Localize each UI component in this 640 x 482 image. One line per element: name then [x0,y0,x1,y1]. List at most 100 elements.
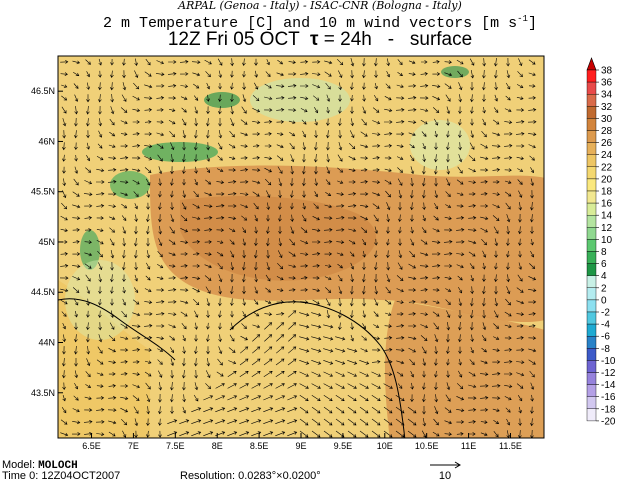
wind-vector [194,178,198,186]
wind-vector [145,178,151,186]
wind-vector [446,142,450,151]
wind-vector [86,82,91,90]
wind-vector [240,168,249,172]
wind-vector [120,192,129,197]
wind-vector [493,420,500,424]
wind-vector [218,346,223,355]
wind-vector [457,70,463,78]
wind-vector [84,180,93,185]
wind-vector [470,322,474,331]
wind-vector [230,273,234,283]
wind-vector [469,263,475,270]
wind-vector [528,312,536,316]
wind-vector [146,238,150,247]
wind-vector [302,153,306,163]
mild-zone-1 [250,78,350,122]
wind-vector [493,107,499,114]
wind-vector [504,180,512,184]
lon-label: 8E [212,441,223,451]
wind-vector [74,345,78,355]
wind-vector [241,215,248,221]
wind-vector [480,192,488,196]
wind-vector [206,94,210,102]
colorbar-swatch [586,106,597,119]
wind-vector [254,261,258,271]
wind-vector [98,286,102,295]
wind-vector [386,202,391,211]
wind-vector [326,310,331,319]
colorbar-swatch [586,214,597,228]
wind-vector [337,154,343,162]
wind-vector [397,72,403,77]
wind-vector [299,430,309,438]
wind-vector [167,72,177,76]
wind-vector [146,418,150,427]
wind-vector [360,131,368,137]
wind-vector [362,94,366,102]
wind-vector [458,94,463,103]
colorbar-swatch [586,130,597,143]
wind-vector [313,95,320,101]
lon-label: 11E [461,441,476,451]
wind-vector [528,84,536,88]
wind-vector [133,406,139,414]
wind-vector [86,358,91,367]
wind-vector [517,168,524,172]
wind-vector [470,286,474,295]
wind-vector [432,300,440,305]
wind-vector [182,406,187,414]
wind-vector [422,358,427,367]
wind-vector [350,106,354,114]
wind-vector [96,408,105,412]
wind-vector [410,226,414,234]
wind-vector [275,395,286,401]
wind-vector [323,371,334,377]
wind-vector [62,118,67,127]
wind-vector [60,288,69,293]
wind-vector [156,60,165,65]
wind-vector [133,237,138,247]
wind-vector [347,418,357,426]
wind-vector [386,274,391,283]
wind-vector [302,190,306,198]
wind-vector [314,166,318,175]
wind-vector [182,381,186,391]
wind-vector [132,395,140,401]
wind-vector [72,408,80,413]
wind-vector [336,58,344,66]
wind-vector [97,143,103,149]
wind-vector [276,312,285,316]
colorbar-label: 24 [601,150,613,161]
wind-vector [362,274,366,283]
wind-vector [347,371,358,377]
wind-vector [470,334,474,343]
wind-vector [242,250,246,259]
wind-vector [167,300,177,304]
wind-vector [492,371,501,376]
wind-vector [61,95,68,101]
lat-label: 44.5N [31,287,55,297]
colorbar-label: -18 [601,404,616,415]
wind-vector [458,370,463,378]
wind-vector [383,406,393,414]
wind-vector [158,225,163,235]
wind-vector [109,131,116,137]
wind-vector [335,395,345,401]
wind-vector [410,166,415,175]
wind-vector [84,396,92,401]
wind-vector [60,215,68,221]
wind-vector [253,299,259,305]
wind-vector [204,228,213,232]
wind-vector [86,310,90,318]
wind-vector [156,300,165,304]
wind-vector [350,70,354,79]
wind-vector [349,298,354,307]
wind-vector [194,382,199,391]
wind-vector [144,167,152,173]
lon-label: 7.5E [166,441,185,451]
wind-vector [518,190,523,198]
wind-vector [134,203,138,210]
wind-vector [265,287,272,293]
wind-vector [456,264,464,269]
wind-vector [204,192,213,197]
